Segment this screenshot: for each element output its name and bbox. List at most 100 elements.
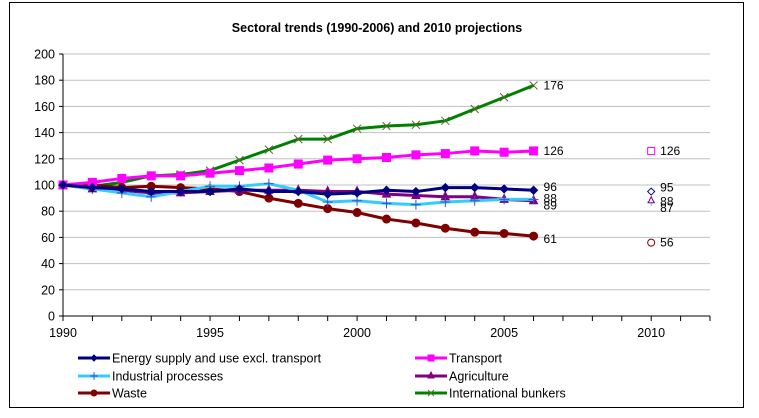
series-international-bunkers (58, 81, 538, 191)
legend-item: Agriculture (415, 370, 509, 384)
data-point-x (499, 92, 509, 102)
data-point-x (440, 116, 450, 126)
end-value-label: 176 (544, 78, 564, 92)
data-point-plus (499, 194, 510, 205)
data-point-square (499, 147, 509, 157)
data-point-diamond (470, 182, 480, 193)
y-tick-label: 40 (41, 257, 55, 271)
legend-item: Transport (415, 352, 503, 366)
data-point-circle (90, 389, 98, 397)
y-tick-label: 200 (34, 48, 55, 62)
data-point-square (470, 146, 480, 156)
data-point-square (176, 171, 186, 181)
x-tick-label: 1995 (196, 326, 224, 340)
projection-value-label: 87 (660, 201, 674, 215)
data-point-plus (381, 198, 392, 209)
data-point-plus (90, 372, 98, 380)
data-point-square (529, 146, 539, 156)
data-point-square (234, 166, 244, 176)
data-point-square (323, 155, 333, 165)
legend-label: Industrial processes (112, 370, 223, 384)
data-point-circle (647, 238, 656, 247)
y-tick-label: 180 (34, 74, 55, 88)
data-point-square (427, 354, 435, 362)
data-point-circle (529, 231, 539, 241)
data-point-circle (470, 227, 480, 237)
projection-value-label: 95 (660, 181, 674, 195)
data-point-plus (410, 199, 421, 210)
data-point-square (382, 152, 391, 162)
x-tick-label: 1990 (49, 326, 77, 340)
data-point-square (647, 146, 656, 155)
data-point-x (293, 134, 303, 144)
data-point-diamond (293, 186, 303, 197)
data-point-x (352, 124, 362, 134)
legend-item: Industrial processes (78, 370, 223, 384)
legend-label: International bunkers (449, 387, 566, 401)
legend-item: International bunkers (415, 387, 566, 401)
data-point-x (427, 389, 435, 397)
data-point-x (264, 145, 274, 154)
legend: Energy supply and use excl. transport Tra… (78, 352, 566, 401)
data-point-plus (440, 197, 451, 208)
data-point-square (293, 159, 303, 169)
data-point-diamond (646, 187, 656, 196)
end-value-label: 126 (544, 144, 564, 158)
data-point-circle (293, 198, 303, 208)
y-tick-label: 20 (41, 283, 55, 297)
data-point-diamond (264, 186, 274, 197)
axes (59, 53, 711, 321)
series-line (62, 84, 535, 188)
end-value-label: 96 (544, 180, 558, 194)
series-energy-supply-and-use-excl-transport (58, 180, 539, 199)
data-point-square (117, 173, 127, 183)
data-point-diamond (58, 180, 68, 190)
data-point-circle (411, 218, 421, 228)
data-point-diamond (175, 186, 186, 197)
x-axis-labels: 1990 1995 2000 2005 2010 (49, 326, 665, 340)
x-tick-label: 2005 (490, 326, 518, 340)
projection-value-label: 88 (660, 195, 674, 209)
x-tick-label: 2010 (637, 326, 665, 340)
data-point-x (323, 134, 333, 144)
projection-value-label: 56 (660, 236, 674, 250)
data-point-diamond (117, 184, 127, 194)
legend-label: Energy supply and use excl. transport (112, 352, 322, 366)
chart-title: Sectoral trends (1990-2006) and 2010 pro… (232, 21, 522, 35)
data-point-circle (382, 214, 391, 224)
data-point-diamond (87, 182, 98, 193)
data-point-circle (499, 228, 509, 238)
data-point-triangle (427, 370, 435, 379)
data-point-x (382, 121, 391, 131)
data-point-diamond (352, 188, 362, 198)
data-point-square (205, 168, 215, 178)
data-point-square (146, 171, 156, 181)
data-point-diamond (234, 184, 245, 194)
data-point-diamond (90, 354, 98, 362)
legend-label: Transport (449, 352, 503, 366)
y-tick-label: 80 (41, 205, 55, 219)
data-point-circle (352, 208, 362, 218)
data-point-diamond (499, 184, 509, 194)
data-point-plus (469, 195, 480, 206)
y-tick-label: 160 (34, 100, 55, 114)
data-point-x (235, 155, 244, 165)
data-point-plus (528, 194, 539, 205)
y-tick-label: 100 (34, 179, 55, 193)
data-point-diamond (411, 186, 421, 197)
data-point-x (470, 104, 480, 114)
data-point-x (529, 81, 538, 90)
data-point-diamond (322, 189, 333, 199)
legend-label: Waste (112, 387, 147, 401)
y-tick-label: 120 (34, 152, 55, 166)
end-value-label: 61 (544, 232, 558, 246)
data-point-diamond (205, 186, 215, 197)
data-point-square (411, 150, 421, 160)
end-value-label: 88 (544, 192, 558, 206)
chart-frame (9, 2, 744, 408)
y-axis-labels: 0 20 40 60 80 100 120 140 160 180 200 (34, 48, 55, 324)
legend-item: Energy supply and use excl. transport (78, 352, 322, 366)
